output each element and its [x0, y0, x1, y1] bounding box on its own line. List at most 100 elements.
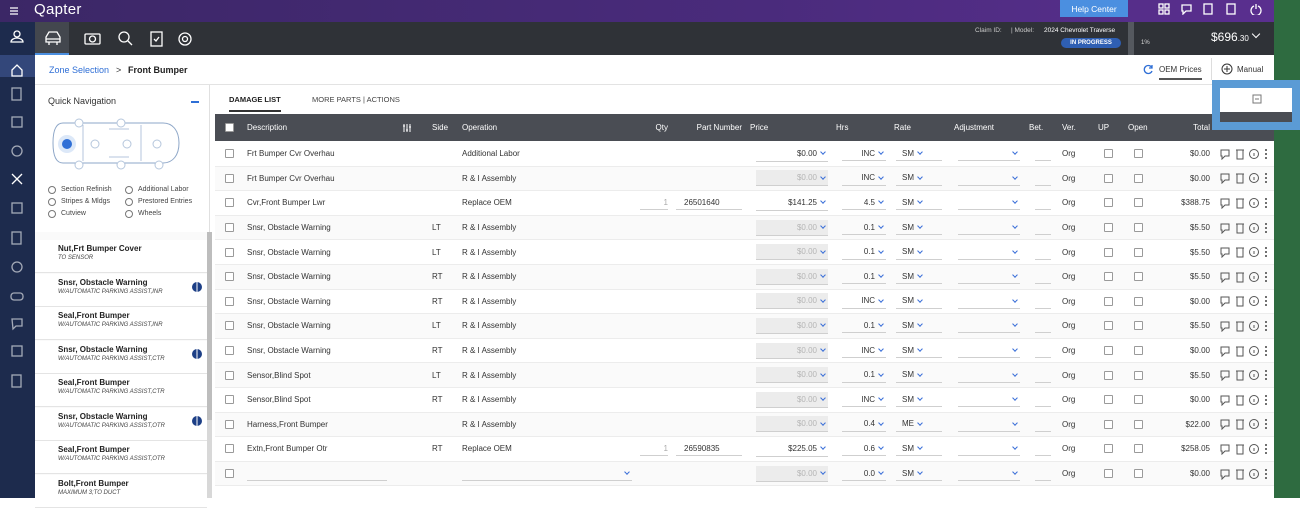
up-checkbox[interactable]	[1104, 469, 1113, 479]
bet-input[interactable]	[1035, 146, 1051, 162]
hrs-select[interactable]: 0.1	[842, 368, 886, 383]
open-checkbox[interactable]	[1134, 296, 1143, 306]
qty-input[interactable]: 1	[640, 441, 668, 457]
row-actions[interactable]	[1218, 369, 1270, 382]
row-checkbox[interactable]	[225, 296, 234, 306]
hrs-select[interactable]: 0.1	[842, 220, 886, 236]
hrs-select[interactable]: 0.6	[842, 441, 886, 457]
rate-select[interactable]: SM	[896, 171, 942, 186]
price-input[interactable]: $0.00	[756, 219, 828, 236]
open-checkbox[interactable]	[1134, 223, 1143, 233]
row-actions[interactable]	[1218, 394, 1270, 406]
up-checkbox[interactable]	[1104, 223, 1113, 233]
hrs-select[interactable]: INC	[842, 343, 886, 359]
price-input[interactable]: $0.00	[756, 293, 828, 310]
rate-select[interactable]: SM	[896, 392, 942, 408]
open-checkbox[interactable]	[1134, 419, 1143, 429]
row-actions[interactable]	[1218, 172, 1270, 185]
adjustment-select[interactable]	[958, 417, 1020, 432]
row-checkbox[interactable]	[225, 272, 234, 282]
price-input[interactable]: $0.00	[756, 244, 828, 261]
adjustment-select[interactable]	[958, 441, 1020, 457]
hrs-select[interactable]: INC	[842, 146, 886, 162]
part-item[interactable]: Snsr, Obstacle Warning W/AUTOMATIC PARKIN…	[35, 407, 207, 441]
bet-input[interactable]	[1035, 318, 1051, 334]
price-input[interactable]: $0.00	[756, 465, 828, 482]
part-item[interactable]: Nut,Frt Bumper Cover TO SENSOR	[35, 240, 207, 273]
price-input[interactable]: $0.00	[756, 268, 828, 285]
radio[interactable]	[48, 210, 56, 218]
open-checkbox[interactable]	[1134, 370, 1143, 380]
hrs-select[interactable]: INC	[842, 171, 886, 186]
part_number-input[interactable]: 26590835	[676, 441, 742, 457]
rate-select[interactable]: SM	[896, 269, 942, 285]
hrs-select[interactable]: 0.1	[842, 269, 886, 285]
adjustment-select[interactable]	[958, 343, 1020, 359]
price-input[interactable]: $0.00	[756, 170, 828, 187]
up-checkbox[interactable]	[1104, 198, 1113, 208]
rate-select[interactable]: SM	[896, 146, 942, 162]
bet-input[interactable]	[1035, 343, 1051, 359]
rate-select[interactable]: SM	[896, 220, 942, 236]
bet-input[interactable]	[1035, 392, 1051, 408]
rate-select[interactable]: SM	[896, 318, 942, 334]
up-checkbox[interactable]	[1104, 272, 1113, 282]
adjustment-select[interactable]	[958, 245, 1020, 260]
open-checkbox[interactable]	[1134, 469, 1143, 479]
rate-select[interactable]: SM	[896, 343, 942, 359]
up-checkbox[interactable]	[1104, 419, 1113, 429]
bet-input[interactable]	[1035, 417, 1051, 432]
filter-icon[interactable]	[402, 123, 412, 133]
bet-input[interactable]	[1035, 466, 1051, 482]
row-checkbox[interactable]	[225, 370, 234, 380]
adjustment-select[interactable]	[958, 269, 1020, 285]
up-checkbox[interactable]	[1104, 321, 1113, 331]
open-checkbox[interactable]	[1134, 247, 1143, 257]
expand-icon[interactable]	[1252, 94, 1262, 104]
part-item[interactable]: Snsr, Obstacle Warning W/AUTOMATIC PARKIN…	[35, 273, 207, 307]
open-checkbox[interactable]	[1134, 173, 1143, 183]
estimate-total[interactable]: $696.30	[1211, 29, 1262, 44]
row-checkbox[interactable]	[225, 247, 234, 257]
tab[interactable]: MORE PARTS | ACTIONS	[312, 95, 400, 104]
hrs-select[interactable]: 0.0	[842, 466, 886, 482]
row-checkbox[interactable]	[225, 223, 234, 233]
rate-select[interactable]: SM	[896, 245, 942, 260]
rail-icons[interactable]	[10, 30, 26, 400]
adjustment-select[interactable]	[958, 294, 1020, 309]
row-actions[interactable]	[1218, 320, 1270, 332]
radio[interactable]	[125, 198, 133, 206]
radio[interactable]	[125, 186, 133, 194]
description-input[interactable]	[247, 466, 387, 482]
part-item[interactable]: Seal,Front Bumper W/AUTOMATIC PARKING ASS…	[35, 307, 207, 340]
hrs-select[interactable]: INC	[842, 392, 886, 408]
up-checkbox[interactable]	[1104, 247, 1113, 257]
bet-input[interactable]	[1035, 368, 1051, 383]
hrs-select[interactable]: 0.4	[842, 417, 886, 432]
price-input[interactable]: $0.00	[756, 145, 828, 162]
bet-input[interactable]	[1035, 171, 1051, 186]
part-item[interactable]: Bolt,Front Bumper MAXIMUM 3;TO DUCT	[35, 474, 207, 508]
up-checkbox[interactable]	[1104, 444, 1113, 454]
tab-icons[interactable]	[43, 30, 203, 48]
open-checkbox[interactable]	[1134, 272, 1143, 282]
rate-select[interactable]: SM	[896, 441, 942, 457]
adjustment-select[interactable]	[958, 171, 1020, 186]
radio[interactable]	[48, 198, 56, 206]
adjustment-select[interactable]	[958, 466, 1020, 482]
up-checkbox[interactable]	[1104, 296, 1113, 306]
part_number-input[interactable]: 26501640	[676, 195, 742, 211]
collapse-button[interactable]	[191, 101, 199, 103]
hrs-select[interactable]: 4.5	[842, 195, 886, 211]
menu-icon[interactable]	[9, 6, 19, 16]
manual-button[interactable]: Manual	[1237, 65, 1264, 74]
row-checkbox[interactable]	[225, 395, 234, 405]
row-checkbox[interactable]	[225, 173, 234, 183]
open-checkbox[interactable]	[1134, 198, 1143, 208]
rate-select[interactable]: SM	[896, 466, 942, 482]
row-checkbox[interactable]	[225, 321, 234, 331]
row-actions[interactable]	[1218, 148, 1270, 160]
price-input[interactable]: $0.00	[756, 416, 828, 433]
breadcrumb-parent[interactable]: Zone Selection	[49, 65, 110, 75]
row-actions[interactable]	[1218, 295, 1270, 308]
